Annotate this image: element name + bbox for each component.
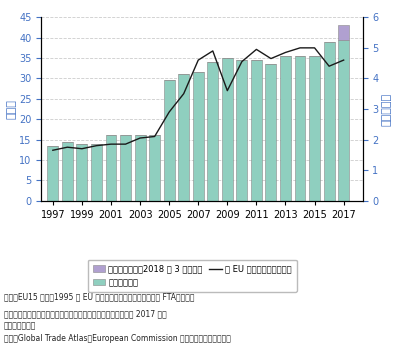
Bar xyxy=(47,146,58,201)
Bar xyxy=(77,144,87,201)
Bar xyxy=(120,136,131,201)
Bar xyxy=(178,74,189,201)
Bar xyxy=(91,144,102,201)
Bar xyxy=(62,142,73,201)
Text: み表示。: み表示。 xyxy=(4,322,37,331)
Bar xyxy=(236,60,247,201)
Bar xyxy=(193,72,204,201)
Bar xyxy=(295,56,305,201)
Text: 資料：Global Trade Atlas、European Commission ウェブサイトから作成。: 資料：Global Trade Atlas、European Commissio… xyxy=(4,334,231,343)
Bar xyxy=(338,26,349,40)
Bar xyxy=(207,62,218,201)
Bar xyxy=(164,81,175,201)
Y-axis label: （兆ドル）: （兆ドル） xyxy=(382,92,391,126)
Bar xyxy=(251,60,262,201)
Bar xyxy=(222,58,233,201)
Text: 備考：EU15 か国（1995 年 EU 加盟国）の域外貿易額に占める FTA・関税同: 備考：EU15 か国（1995 年 EU 加盟国）の域外貿易額に占める FTA・… xyxy=(4,292,194,301)
Bar xyxy=(280,56,291,201)
Bar xyxy=(324,42,335,201)
Legend: 暫定適用割合（2018 年 3 月時点）, 発効済み割合, 対 EU 域外貿易額（右軸）: 暫定適用割合（2018 年 3 月時点）, 発効済み割合, 対 EU 域外貿易額… xyxy=(88,260,297,292)
Bar xyxy=(338,40,349,201)
Bar xyxy=(135,136,145,201)
Bar xyxy=(265,64,276,201)
Bar xyxy=(105,136,117,201)
Bar xyxy=(149,136,160,201)
Bar xyxy=(309,56,320,201)
Y-axis label: （％）: （％） xyxy=(6,99,16,119)
Text: 盟のカバー率。当該年内に発効したもの。暫定適用分は 2017 年の: 盟のカバー率。当該年内に発効したもの。暫定適用分は 2017 年の xyxy=(4,310,167,319)
